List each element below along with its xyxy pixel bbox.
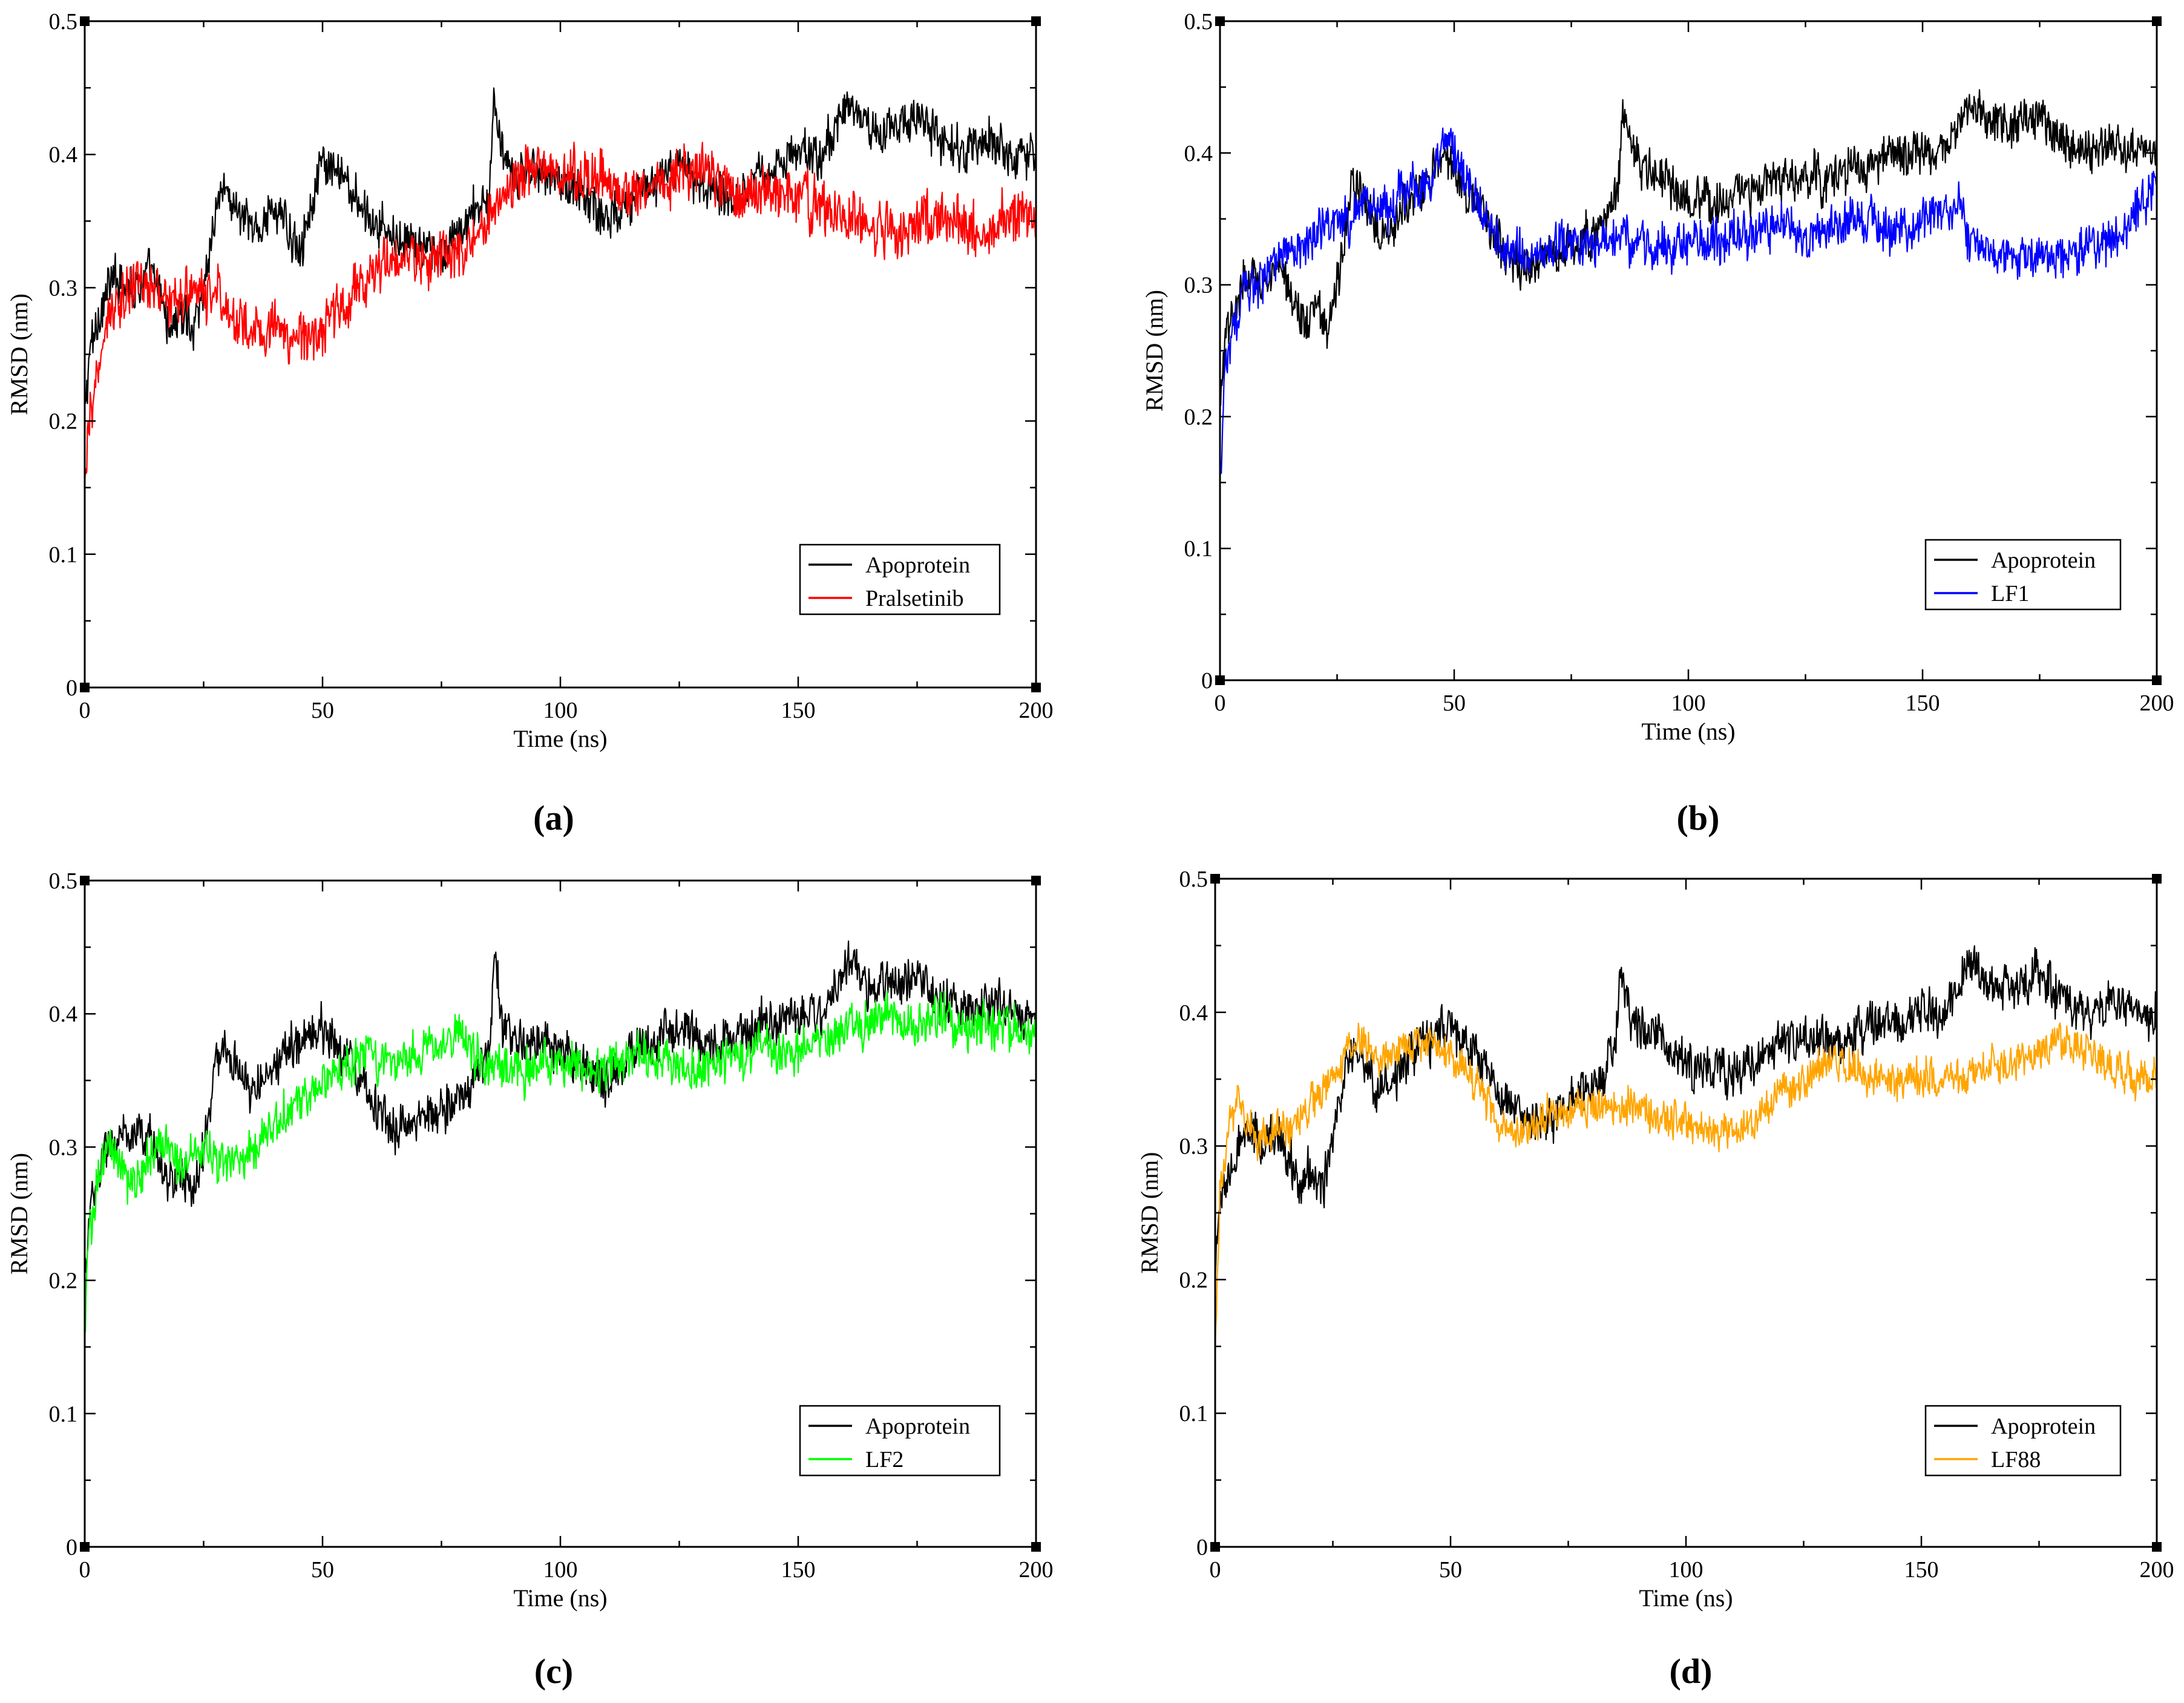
legend-label-apoprotein: Apoprotein [1991,1414,2096,1439]
y-tick-label: 0.2 [49,1268,78,1294]
y-tick-label: 0.1 [49,1402,78,1427]
x-tick-label: 100 [1669,1557,1704,1583]
legend-label-lf2: LF2 [865,1447,903,1472]
y-axis-label: RMSD (nm) [5,294,33,415]
legend-c: Apoprotein LF2 [799,1405,1001,1477]
y-tick-label: 0.4 [1184,141,1213,166]
series-line-apoprotein [1220,89,2157,406]
x-axis-label: Time (ns) [513,725,607,752]
x-tick-label: 150 [1904,1557,1939,1583]
y-tick-label: 0.2 [1179,1267,1208,1293]
chart-panel-d: 0 50 100 150 200 0 0.1 0.2 0.3 0.4 0.5 Time (ns) RMS… [1136,867,2174,1612]
x-tick-label: 200 [2140,1557,2174,1583]
legend-label-lf88: LF88 [1991,1447,2041,1472]
x-tick-label: 150 [781,698,816,723]
legend-label-apoprotein: Apoprotein [865,1414,970,1439]
y-tick-label: 0.3 [49,1135,78,1160]
series-line-lf88 [1215,1022,2157,1352]
series-line-apoprotein [85,940,1036,1274]
y-tick-label: 0.5 [49,9,78,34]
series-line-apoprotein [85,87,1036,404]
y-tick-label: 0.4 [49,1002,78,1027]
x-axis-label: Time (ns) [1639,1584,1733,1612]
panel-label-c: (c) [534,1652,574,1691]
chart-panel-a: 0 50 100 150 200 0 0.1 0.2 0.3 0.4 0.5 Time (ns) RMS… [5,9,1054,752]
series-line-lf2 [85,990,1036,1334]
x-tick-label: 0 [1210,1557,1221,1583]
legend-a: Apoprotein Pralsetinib [799,543,1001,615]
x-tick-label: 0 [79,1557,91,1583]
x-tick-label: 150 [1906,691,1940,716]
x-tick-label: 50 [311,698,334,723]
legend-box [799,543,1001,615]
x-tick-label: 100 [1671,691,1706,716]
x-tick-label: 100 [543,698,578,723]
y-tick-label: 0 [1201,668,1213,694]
y-axis-label: RMSD (nm) [1136,1152,1163,1273]
legend-box [1924,1405,2122,1477]
x-tick-label: 0 [1215,691,1226,716]
series-line-pralsetinib [85,142,1036,486]
y-tick-label: 0 [1196,1535,1208,1560]
legend-label-apoprotein: Apoprotein [1991,548,2096,573]
y-axis-label: RMSD (nm) [5,1153,33,1275]
y-tick-label: 0.1 [49,542,78,568]
y-tick-label: 0.1 [1179,1401,1208,1426]
y-tick-label: 0.3 [1184,273,1213,298]
y-tick-label: 0 [66,675,77,701]
x-tick-label: 50 [1443,691,1466,716]
y-tick-label: 0.2 [49,409,78,435]
x-axis-label: Time (ns) [1641,718,1735,745]
series-line-apoprotein [1215,945,2157,1280]
chart-panel-b: 0 50 100 150 200 0 0.1 0.2 0.3 0.4 0.5 Time (ns) RMS… [1141,9,2174,745]
legend-d: Apoprotein LF88 [1924,1405,2122,1477]
y-tick-label: 0.4 [49,142,78,168]
x-tick-label: 100 [543,1557,578,1583]
y-tick-label: 0.3 [1179,1134,1208,1160]
legend-label-lf1: LF1 [1991,581,2029,606]
legend-label-pralsetinib: Pralsetinib [865,586,964,611]
y-tick-label: 0.1 [1184,536,1213,562]
x-tick-label: 200 [2140,691,2174,716]
x-tick-label: 200 [1019,698,1054,723]
panel-label-b: (b) [1676,798,1720,838]
x-tick-label: 200 [1019,1557,1054,1583]
y-tick-label: 0 [66,1535,77,1560]
x-tick-label: 150 [781,1557,816,1583]
chart-panel-c: 0 50 100 150 200 0 0.1 0.2 0.3 0.4 0.5 Time (ns) RMS… [5,868,1054,1612]
legend-label-apoprotein: Apoprotein [865,553,970,578]
y-tick-label: 0.5 [1184,9,1213,34]
panel-label-a: (a) [533,798,574,838]
x-tick-label: 0 [79,698,91,723]
x-tick-label: 50 [1439,1557,1462,1583]
y-tick-label: 0.2 [1184,404,1213,430]
y-tick-label: 0.3 [49,275,78,301]
legend-b: Apoprotein LF1 [1924,539,2122,611]
y-tick-label: 0.5 [1179,867,1208,892]
legend-box [1924,539,2122,611]
x-tick-label: 50 [311,1557,334,1583]
y-tick-label: 0.4 [1179,1000,1208,1026]
series-line-lf1 [1220,127,2157,476]
legend-box [799,1405,1001,1477]
x-axis-label: Time (ns) [513,1584,607,1612]
panel-label-d: (d) [1669,1652,1713,1691]
y-axis-label: RMSD (nm) [1141,290,1168,412]
y-tick-label: 0.5 [49,868,78,894]
